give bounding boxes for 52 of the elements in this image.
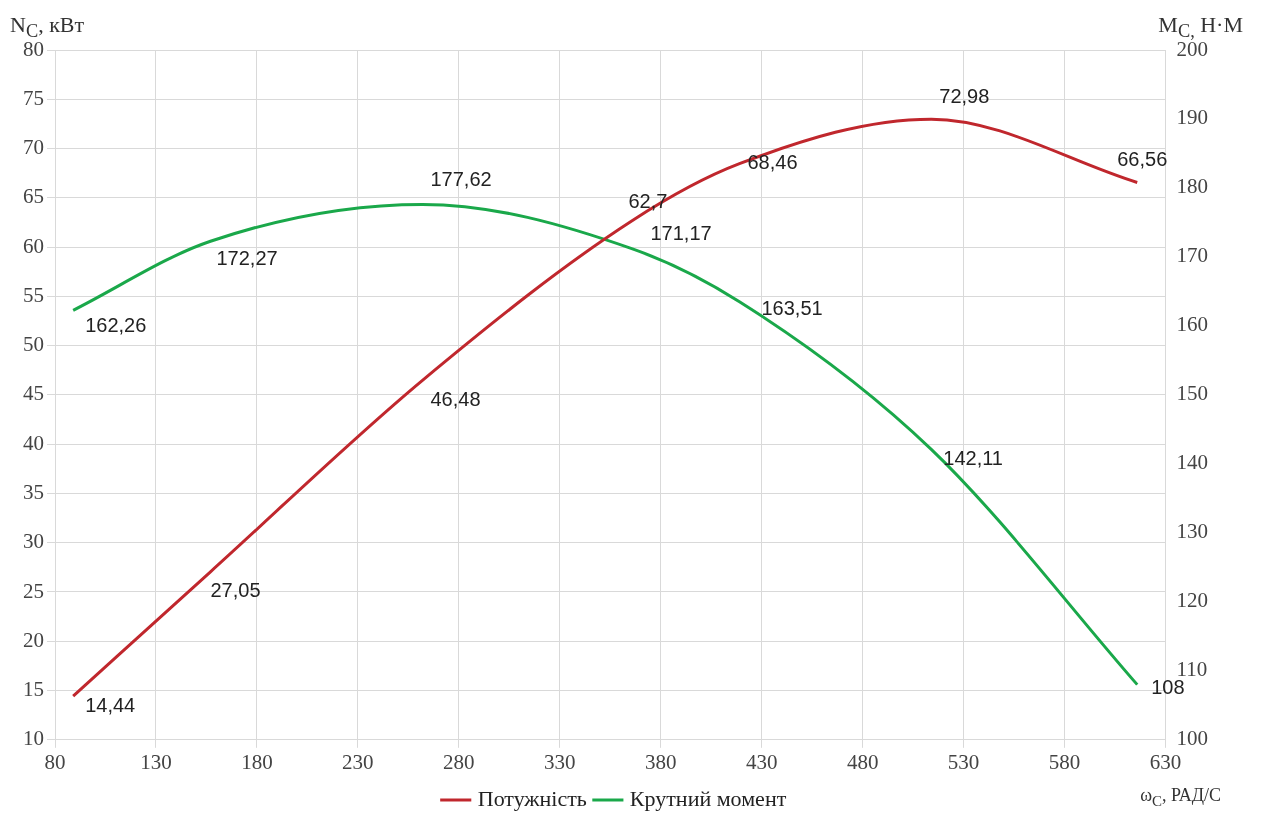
y2-tick-label: 140 [1176, 450, 1208, 475]
y-tick-label: 75 [23, 85, 44, 110]
y2-tick-label: 180 [1176, 174, 1208, 199]
x-tick-label: 130 [140, 749, 172, 774]
y2-tick-label: 120 [1176, 588, 1208, 613]
x-axis-title: ω$_{C}$, РАД/С [1140, 785, 1221, 810]
data-label: 163,51 [761, 297, 823, 320]
x-tick-label: 280 [443, 749, 475, 774]
x-tick-label: 430 [745, 749, 778, 774]
y-tick-label: 10 [23, 726, 44, 751]
x-tick-label: 380 [644, 749, 677, 774]
data-label: 172,27 [216, 246, 278, 269]
y-tick-label: 45 [23, 381, 44, 406]
x-tick-label: 330 [544, 749, 576, 774]
y2-tick-label: 190 [1176, 105, 1208, 130]
y2-tick-label: 150 [1176, 381, 1208, 406]
data-label: 72,98 [939, 84, 990, 107]
y-tick-label: 55 [23, 282, 44, 307]
legend-label: Потужність [477, 785, 587, 811]
data-label: 108 [1151, 676, 1185, 699]
x-tick-label: 530 [947, 749, 980, 774]
y2-tick-label: 160 [1176, 312, 1208, 337]
x-tick-label: 580 [1048, 749, 1081, 774]
legend-label: Крутний момент [629, 785, 787, 811]
y-tick-label: 40 [23, 430, 44, 455]
y2-tick-label: 130 [1176, 519, 1208, 544]
data-label: 142,11 [943, 446, 1003, 469]
y2-tick-label: 170 [1176, 243, 1208, 268]
x-tick-label: 80 [44, 749, 66, 774]
y-tick-label: 35 [23, 479, 44, 504]
data-label: 27,05 [210, 579, 261, 602]
data-label: 62,7 [628, 189, 668, 212]
y-tick-label: 65 [23, 184, 44, 209]
y-tick-label: 15 [23, 677, 44, 702]
y-tick-label: 20 [23, 627, 44, 652]
y-tick-label: 30 [23, 529, 44, 554]
data-label: 14,44 [85, 693, 136, 716]
y-tick-label: 25 [23, 578, 44, 603]
data-label: 68,46 [747, 151, 798, 174]
data-label: 66,56 [1117, 147, 1168, 170]
y-tick-label: 60 [23, 233, 44, 258]
data-label: 171,17 [650, 222, 712, 245]
x-tick-label: 230 [342, 749, 374, 774]
data-label: 162,26 [85, 313, 147, 336]
data-label: 177,62 [430, 167, 492, 190]
y2-tick-label: 100 [1176, 726, 1208, 751]
y-tick-label: 70 [23, 135, 44, 160]
data-label: 46,48 [430, 387, 481, 410]
x-tick-label: 180 [241, 749, 273, 774]
x-tick-label: 630 [1149, 749, 1182, 774]
x-tick-label: 480 [846, 749, 879, 774]
y-tick-label: 50 [23, 332, 44, 357]
